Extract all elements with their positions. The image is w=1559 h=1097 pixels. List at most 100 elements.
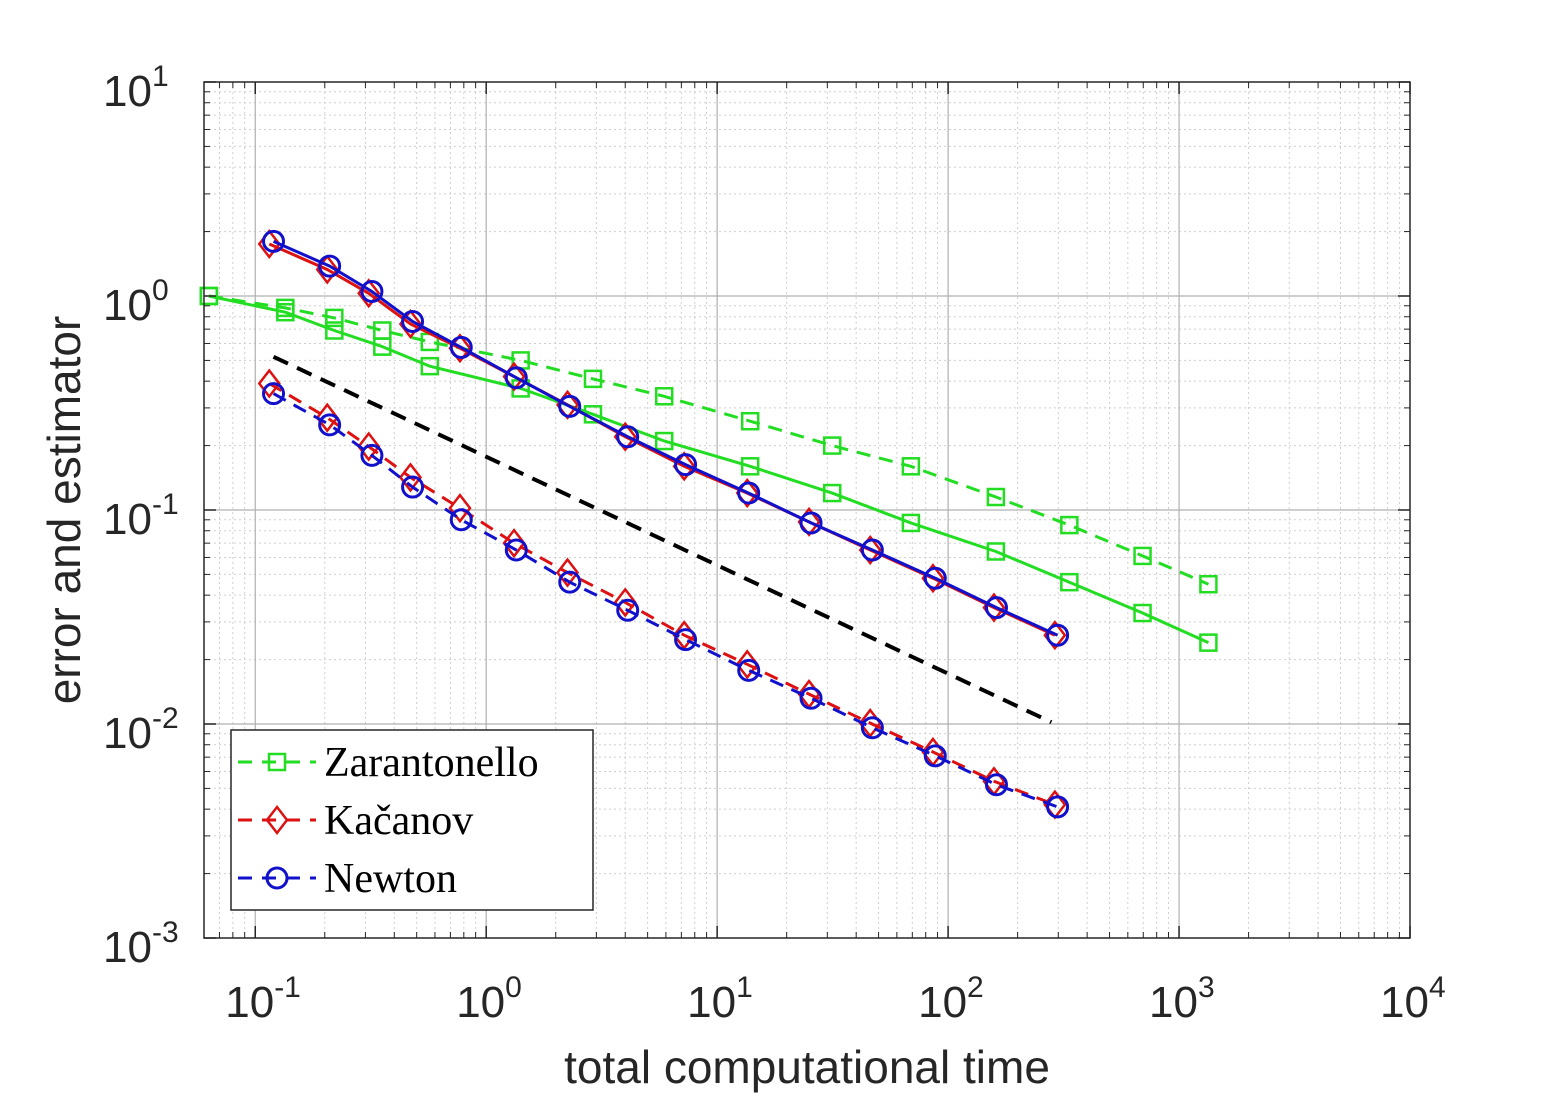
x-tick-exponent: 1 [736,971,753,1004]
y-tick-label: 10-2 [103,702,179,758]
data-point-newton-error [1046,623,1070,647]
series-line-newton-error [272,240,1059,637]
y-tick-label: 10-3 [103,916,179,972]
data-point-newton-error [799,511,823,535]
data-point-zarantonello-error [740,457,760,476]
x-tick-exponent: 4 [1429,971,1446,1004]
data-point-newton-estimator [262,382,286,406]
data-point-newton-estimator [449,508,473,532]
data-point-newton-estimator [1046,795,1070,819]
data-point-newton-error [318,254,342,278]
data-point-newton-error [449,335,473,359]
data-point-zarantonello-error [1199,633,1218,652]
data-point-newton-estimator [674,628,698,652]
x-tick-exponent: 2 [967,971,984,1004]
data-point-zarantonello-estimator [1060,515,1079,535]
series-line-reference-slope [272,354,1053,725]
data-point-zarantonello-estimator [276,298,295,318]
data-point-zarantonello-estimator [822,436,842,455]
x-tick-exponent: 3 [1198,971,1215,1004]
data-point-newton-error [616,425,640,449]
data-point-ka-anov-estimator [448,493,472,524]
data-point-zarantonello-error [1060,572,1079,592]
data-point-zarantonello-estimator [373,321,392,340]
legend: Zarantonello Kačanov Newton [230,729,594,911]
y-tick-label: 100 [103,274,169,330]
y-tick-exponent: -2 [152,702,179,735]
data-point-ka-anov-estimator [613,587,637,618]
data-point-zarantonello-estimator [199,286,219,306]
data-point-ka-anov-estimator [257,368,281,399]
series-line-zarantonello-error [208,294,1210,644]
y-tick-label: 10-1 [103,488,179,544]
data-point-zarantonello-error [901,513,921,533]
data-point-newton-error [737,481,761,505]
data-point-newton-error [860,538,884,562]
legend-label-ka-anov: Kačanov [324,798,473,844]
data-point-newton-error [504,366,528,390]
data-point-ka-anov-estimator [357,431,381,462]
data-point-zarantonello-error [325,321,344,340]
data-point-newton-estimator [504,538,528,562]
data-point-zarantonello-error [1133,603,1152,623]
data-point-newton-error [923,566,947,590]
data-point-zarantonello-estimator [325,308,344,328]
data-point-zarantonello-estimator [583,369,603,389]
series-reference-slope [272,354,1053,725]
y-axis-label: error and estimator [38,316,90,705]
data-point-zarantonello-error [654,431,674,451]
data-point-ka-anov-estimator [502,528,526,559]
data-point-zarantonello-error [986,542,1006,561]
data-point-zarantonello-estimator [740,411,760,431]
series-newton-error [262,229,1070,647]
data-point-ka-anov-estimator [315,402,339,433]
series-layer [199,228,1218,820]
series-newton-estimator [262,382,1070,819]
x-axis-label: total computational time [564,1041,1050,1093]
data-point-newton-estimator [984,773,1008,797]
data-point-zarantonello-estimator [1133,546,1152,566]
legend-marker-newton [265,866,289,890]
x-tick-label: 104 [1380,971,1446,1027]
legend-marker-ka-anov [265,804,289,836]
data-point-ka-anov-estimator [555,557,580,588]
data-point-newton-estimator [923,744,947,768]
y-tick-exponent: 0 [152,274,169,307]
legend-label-zarantonello: Zarantonello [324,740,539,786]
data-point-newton-error [984,596,1008,620]
data-point-newton-estimator [360,443,384,467]
data-point-newton-estimator [737,658,761,682]
data-point-newton-estimator [318,413,342,437]
data-point-newton-estimator [558,570,582,594]
data-point-newton-estimator [401,475,425,499]
x-tick-exponent: -1 [274,971,301,1004]
data-point-zarantonello-error [420,356,440,376]
y-tick-exponent: -3 [152,916,179,949]
data-point-newton-estimator [860,716,884,740]
data-point-ka-anov-estimator [398,462,423,493]
data-point-newton-error [674,453,698,477]
series-line-zarantonello-estimator [208,294,1209,586]
data-point-newton-error [558,394,582,418]
data-point-zarantonello-estimator [901,457,921,476]
x-tick-label: 100 [456,971,522,1027]
x-tick-label: 101 [687,971,753,1027]
data-point-newton-error [401,310,425,334]
x-tick-exponent: 0 [505,971,522,1004]
legend-label-newton: Newton [324,856,457,902]
x-tick-label: 10-1 [225,971,301,1027]
x-tick-label: 102 [918,971,984,1027]
series-line-newton-estimator [272,392,1059,809]
ticks-layer [204,81,1411,939]
y-tick-exponent: 1 [152,60,169,93]
x-tick-label: 103 [1149,971,1215,1027]
data-point-zarantonello-estimator [654,387,674,406]
data-point-newton-error [262,229,286,253]
series-line-ka-anov-estimator [268,382,1056,807]
x-tick-labels: 10-1 100 101 102 103 104 [225,971,1445,1027]
data-point-ka-anov-estimator [735,649,759,680]
legend-marker-zarantonello [267,752,287,772]
data-point-newton-estimator [616,598,640,622]
